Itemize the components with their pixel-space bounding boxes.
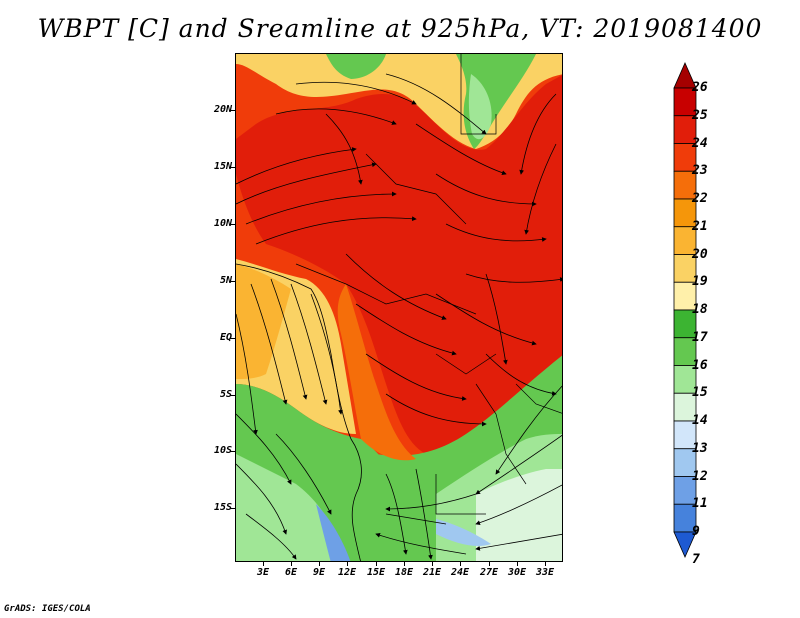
colorbar-label: 16 xyxy=(692,357,708,373)
lon-label-6e: 6E xyxy=(284,567,298,578)
field-north-green xyxy=(326,54,386,79)
field-north-lightgreen xyxy=(468,74,492,140)
border-lines xyxy=(295,54,562,525)
colorbar-label: 26 xyxy=(692,80,708,95)
colorbar-label: 17 xyxy=(692,329,708,345)
colorbar-bottom-arrow xyxy=(673,531,697,558)
colorbar-label: 13 xyxy=(692,440,708,456)
lon-tick xyxy=(432,562,433,566)
lat-tick xyxy=(230,451,235,452)
colorbar-label: 21 xyxy=(692,218,708,234)
colorbar-label: 24 xyxy=(692,135,708,151)
grads-credit: GrADS: IGES/COLA xyxy=(4,604,91,614)
streamlines xyxy=(236,73,562,560)
field-orange-band xyxy=(337,284,416,461)
lon-label-3e: 3E xyxy=(256,567,270,578)
lon-label-18e: 18E xyxy=(394,567,414,578)
lon-tick xyxy=(347,562,348,566)
lat-label-eq: EQ xyxy=(219,332,232,343)
lat-tick xyxy=(230,395,235,396)
colorbar-label: 22 xyxy=(692,191,708,206)
lon-label-9e: 9E xyxy=(312,567,326,578)
colorbar-label: 25 xyxy=(692,107,708,123)
lat-label-5n: 5N xyxy=(219,275,232,286)
lon-tick xyxy=(489,562,490,566)
lon-label-12e: 12E xyxy=(337,567,357,578)
colorbar-label: 12 xyxy=(692,468,708,484)
colorbar-label: 15 xyxy=(692,385,708,401)
colorbar-label: 9 xyxy=(692,524,700,539)
field-se-blue xyxy=(436,519,491,546)
lon-label-33e: 33E xyxy=(535,567,555,578)
lon-label-24e: 24E xyxy=(450,567,470,578)
lat-tick xyxy=(230,508,235,509)
lon-tick xyxy=(460,562,461,566)
lat-tick xyxy=(230,110,235,111)
field-sw-lightgreen xyxy=(236,454,346,561)
wbpt-field-map xyxy=(236,54,562,561)
lon-tick xyxy=(545,562,546,566)
lat-label-10s: 10S xyxy=(213,445,232,456)
lon-tick xyxy=(376,562,377,566)
colorbar-label: 20 xyxy=(692,246,708,262)
lon-label-21e: 21E xyxy=(422,567,442,578)
lat-label-15s: 15S xyxy=(213,502,232,513)
map-plot-area xyxy=(235,53,563,562)
lon-tick xyxy=(263,562,264,566)
colorbar-label: 7 xyxy=(692,551,700,567)
lon-tick xyxy=(291,562,292,566)
colorbar-label: 23 xyxy=(692,163,708,179)
colorbar xyxy=(673,62,697,558)
lon-label-27e: 27E xyxy=(479,567,499,578)
lon-label-15e: 15E xyxy=(366,567,386,578)
lon-label-30e: 30E xyxy=(507,567,527,578)
colorbar-label: 14 xyxy=(692,413,708,428)
field-red-core xyxy=(236,75,562,454)
lat-label-20n: 20N xyxy=(213,104,232,115)
colorbar-label: 18 xyxy=(692,302,708,317)
lon-tick xyxy=(517,562,518,566)
lat-tick xyxy=(230,281,235,282)
lon-tick xyxy=(404,562,405,566)
map-title: WBPT [C] and Sreamline at 925hPa, VT: 20… xyxy=(37,14,763,43)
lat-tick xyxy=(230,338,235,339)
lat-label-15n: 15N xyxy=(213,161,232,172)
lat-label-5s: 5S xyxy=(219,389,232,400)
lat-label-10n: 10N xyxy=(213,218,232,229)
lon-tick xyxy=(319,562,320,566)
lat-tick xyxy=(230,224,235,225)
colorbar-label: 11 xyxy=(692,496,708,512)
field-sw-blue xyxy=(316,504,351,561)
lat-tick xyxy=(230,167,235,168)
colorbar-label: 19 xyxy=(692,274,708,290)
